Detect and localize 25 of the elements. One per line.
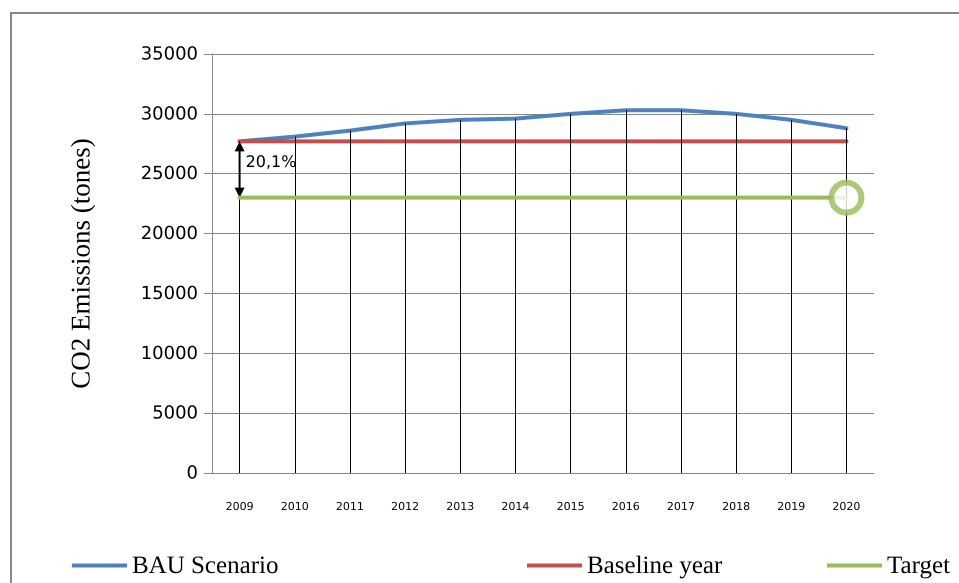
y-axis-title: CO2 Emissions (tones) <box>66 138 96 389</box>
y-tick-label: 5000 <box>152 402 198 424</box>
x-tick-label: 2015 <box>556 500 585 513</box>
y-tick-label: 15000 <box>140 282 198 304</box>
legend-label: Target <box>887 552 950 579</box>
y-tick-label: 0 <box>186 462 198 484</box>
y-tick-label: 20000 <box>140 223 198 244</box>
legend-label: Baseline year <box>587 552 724 579</box>
x-tick-label: 2017 <box>666 500 695 513</box>
x-tick-label: 2013 <box>446 500 474 513</box>
y-tick-label: 30000 <box>140 103 198 124</box>
y-tick-label: 35000 <box>140 44 198 64</box>
x-tick-label: 2019 <box>777 500 806 513</box>
x-tick-label: 2020 <box>832 500 860 513</box>
y-tick-label: 25000 <box>140 163 198 184</box>
x-tick-label: 2014 <box>501 500 530 513</box>
x-tick-label: 2016 <box>612 500 640 513</box>
x-tick-label: 2010 <box>280 500 309 513</box>
x-tick-label: 2018 <box>722 500 750 513</box>
y-tick-label: 10000 <box>140 342 198 364</box>
legend-label: BAU Scenario <box>132 552 278 579</box>
x-tick-label: 2009 <box>226 500 254 513</box>
x-tick-label: 2012 <box>391 500 420 513</box>
x-tick-label: 2011 <box>336 500 364 513</box>
annotation: 20,1% <box>246 152 296 171</box>
